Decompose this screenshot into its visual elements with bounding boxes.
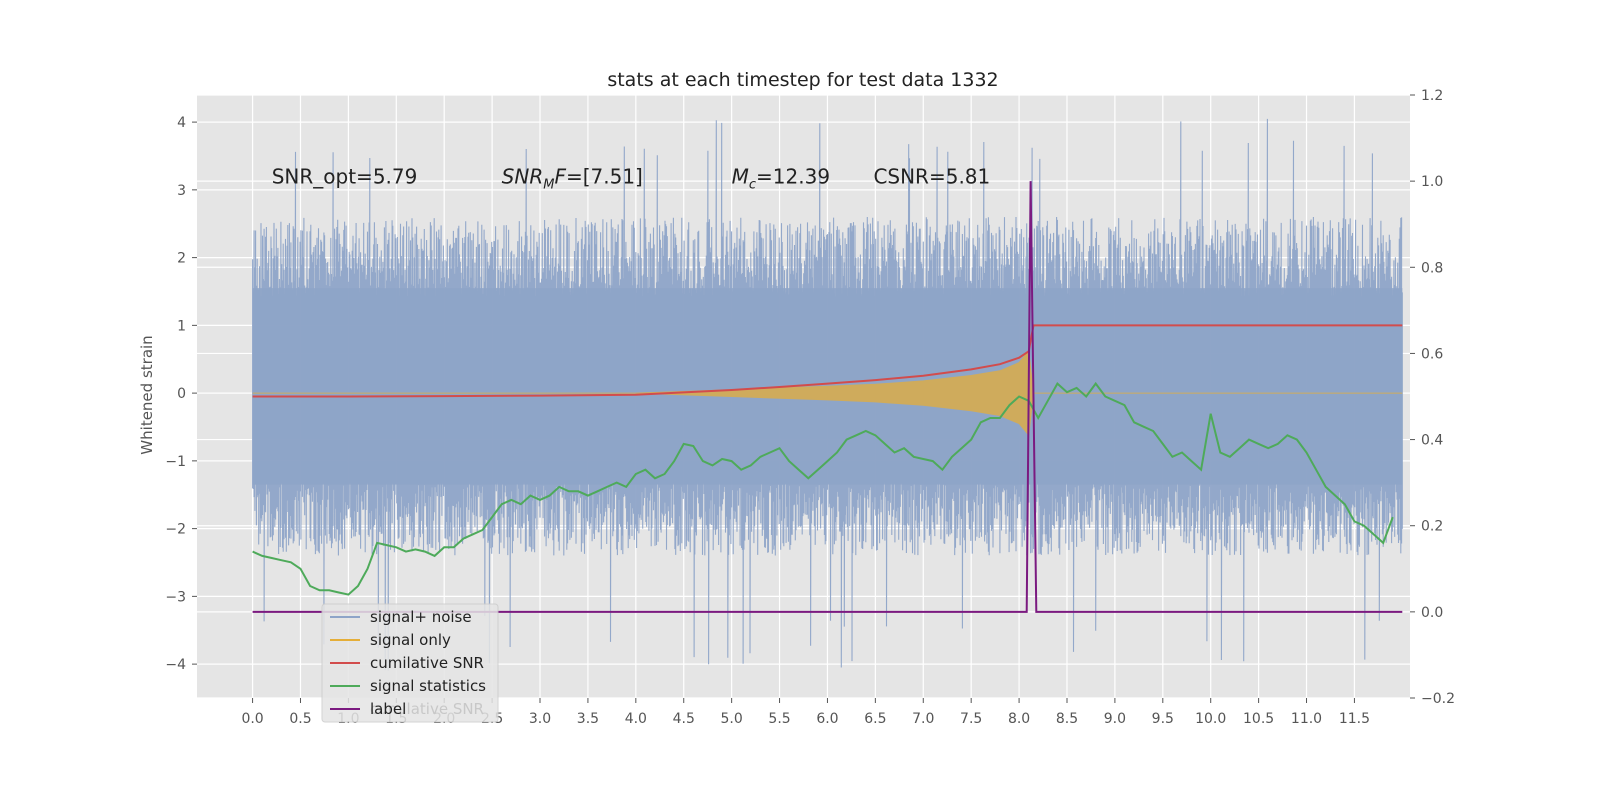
axes: 0.00.51.01.52.02.53.03.54.04.55.05.56.06… [165, 88, 1455, 727]
annotation-snr-mf: SNRMF=[7.51] [502, 164, 643, 192]
x-tick-label: 9.0 [1104, 711, 1126, 727]
x-tick-label: 11.0 [1291, 711, 1322, 727]
annotation-csnr: CSNR=5.81 [873, 164, 990, 188]
y-tick-label: 4 [177, 115, 186, 131]
y2-tick-label: 1.0 [1421, 174, 1443, 190]
x-tick-label: 8.5 [1056, 711, 1078, 727]
x-tick-label: 4.5 [673, 711, 695, 727]
signal-only-fill [252, 349, 1403, 437]
x-tick-label: 7.5 [960, 711, 982, 727]
x-tick-label: 10.5 [1243, 711, 1274, 727]
x-tick-label: 0.0 [241, 711, 263, 727]
legend-label: label [370, 700, 406, 718]
y-tick-label: 3 [177, 183, 186, 199]
series-line-cumilative-snr [252, 324, 1403, 398]
series-lines [252, 181, 1403, 613]
y2-tick-label: −0.2 [1421, 691, 1455, 707]
y2-tick-label: 0.6 [1421, 346, 1443, 362]
y2-tick-label: 1.2 [1421, 88, 1443, 104]
y-tick-label: −3 [165, 589, 186, 605]
x-tick-label: 5.5 [768, 711, 790, 727]
y2-tick-label: 0.0 [1421, 605, 1443, 621]
y-tick-label: −2 [165, 522, 186, 538]
x-tick-label: 0.5 [289, 711, 311, 727]
series-line-signal-statistics [252, 381, 1394, 596]
y2-tick-label: 0.4 [1421, 433, 1443, 449]
legend-label: signal only [370, 631, 451, 649]
y-tick-label: −1 [165, 454, 186, 470]
y-tick-label: 0 [177, 386, 186, 402]
x-tick-label: 6.0 [816, 711, 838, 727]
y-tick-label: 1 [177, 318, 186, 334]
legend-ghost-label: cumilative SNR [370, 700, 484, 718]
x-tick-label: 3.5 [577, 711, 599, 727]
x-tick-label: 8.0 [1008, 711, 1030, 727]
y2-tick-label: 0.2 [1421, 519, 1443, 535]
series-signal-only [252, 349, 1403, 437]
y-tick-label: 2 [177, 251, 186, 267]
legend-label: signal statistics [370, 677, 486, 695]
x-tick-label: 7.0 [912, 711, 934, 727]
y2-tick-label: 0.8 [1421, 260, 1443, 276]
y-tick-label: −4 [165, 657, 186, 673]
x-tick-label: 10.0 [1195, 711, 1226, 727]
chart-title: stats at each timestep for test data 133… [607, 69, 998, 91]
x-tick-label: 5.0 [721, 711, 743, 727]
x-tick-label: 3.0 [529, 711, 551, 727]
annotations: SNR_opt=5.79 SNRMF=[7.51] Mc=12.39 CSNR=5.8… [272, 164, 991, 192]
legend: cumilative SNR signal+ noise signal only cu… [321, 603, 499, 723]
annotation-mc: Mc=12.39 [732, 164, 830, 192]
annotation-snr-opt: SNR_opt=5.79 [272, 164, 418, 188]
legend-label: signal+ noise [370, 608, 472, 626]
x-tick-label: 4.0 [625, 711, 647, 727]
legend-box [321, 603, 499, 723]
x-tick-label: 9.5 [1152, 711, 1174, 727]
x-tick-label: 6.5 [864, 711, 886, 727]
legend-label: cumilative SNR [370, 654, 484, 672]
y-axis-label: Whitened strain [138, 335, 156, 454]
series-line-label [252, 181, 1403, 613]
x-tick-label: 11.5 [1339, 711, 1370, 727]
